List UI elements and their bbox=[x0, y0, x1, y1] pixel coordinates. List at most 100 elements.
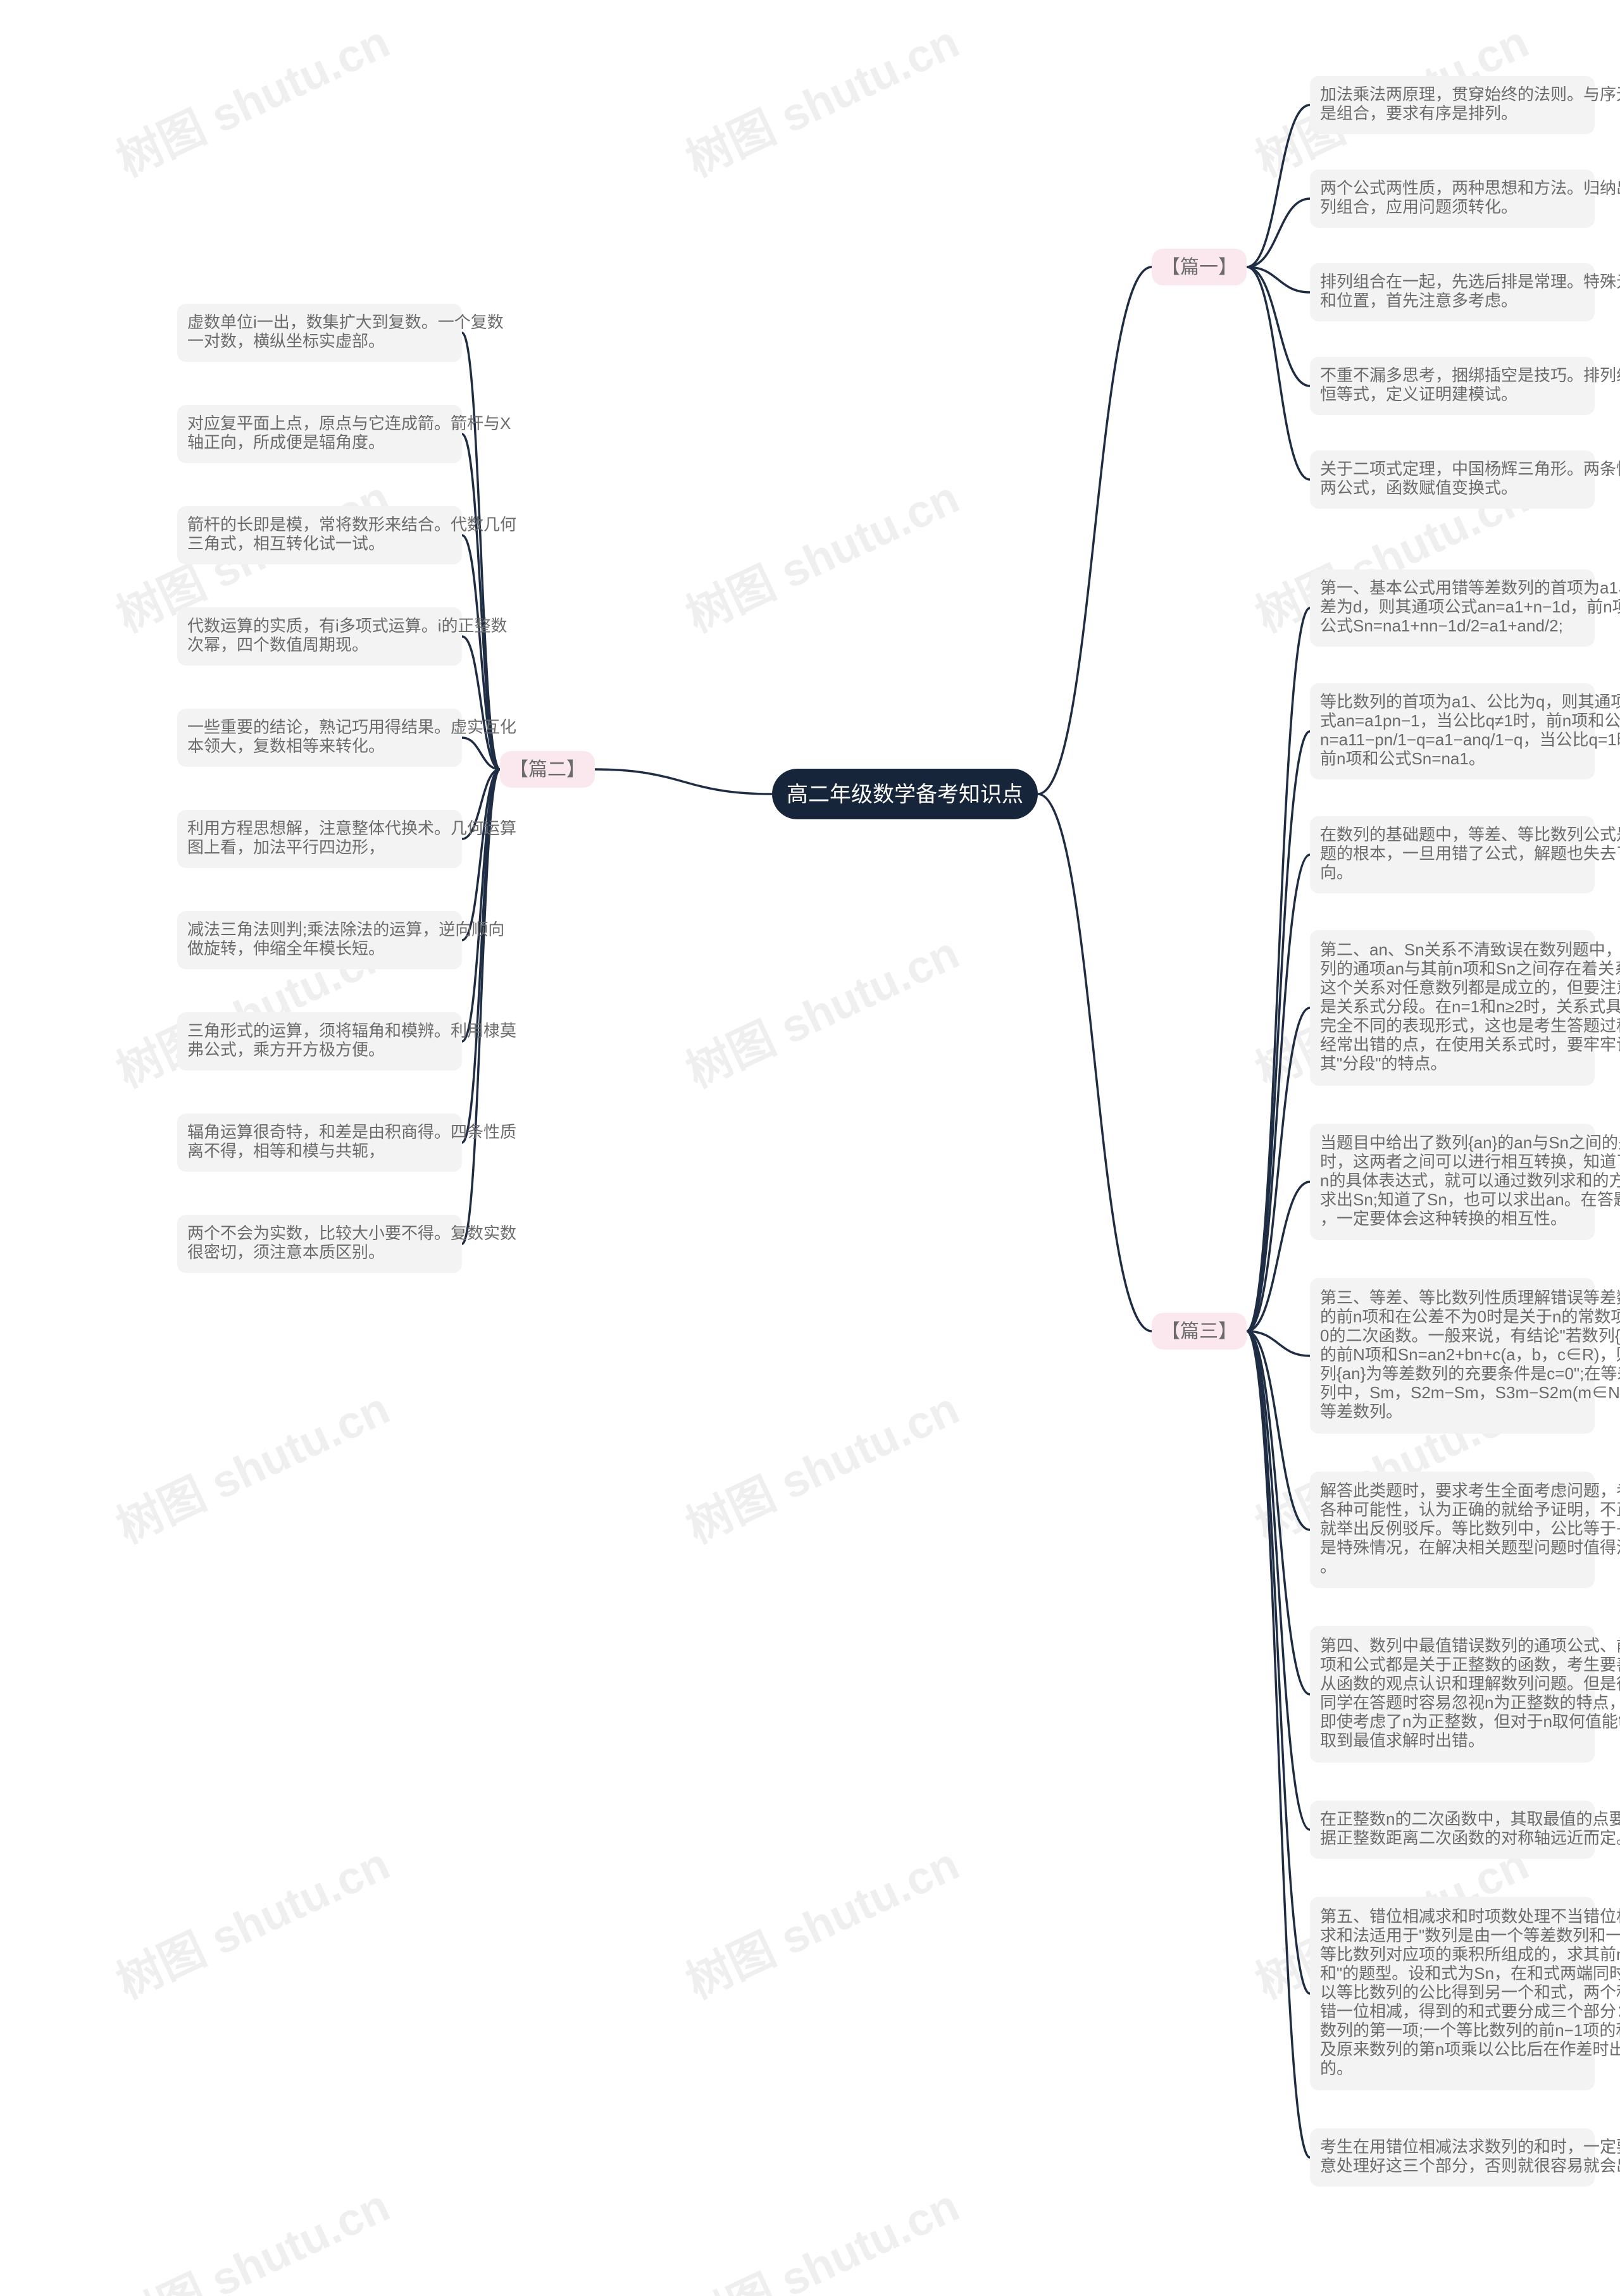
edge-root-branch bbox=[595, 769, 772, 794]
leaf-text: 错一位相减，得到的和式要分成三个部分：原来 bbox=[1320, 2002, 1620, 2021]
leaf-text: 是组合，要求有序是排列。 bbox=[1320, 104, 1517, 123]
leaf-text: n=a11−pn/1−q=a1−anq/1−q，当公比q=1时， bbox=[1320, 730, 1620, 749]
leaf-text: 在数列的基础题中，等差、等比数列公式是解 bbox=[1320, 825, 1620, 844]
leaf-text: 时，这两者之间可以进行相互转换，知道了a bbox=[1320, 1152, 1620, 1171]
leaf-text: 三角形式的运算，须将辐角和模辨。利用棣莫 bbox=[187, 1021, 516, 1040]
leaf-text: 就举出反例驳斥。等比数列中，公比等于−1 bbox=[1320, 1519, 1620, 1538]
leaf-text: 从函数的观点认识和理解数列问题。但是很多 bbox=[1320, 1674, 1620, 1693]
leaf-text: 的前n项和在公差不为0时是关于n的常数项为 bbox=[1320, 1307, 1620, 1326]
root-label: 高二年级数学备考知识点 bbox=[787, 783, 1023, 807]
leaf-text: 做旋转，伸缩全年模长短。 bbox=[187, 939, 385, 958]
leaf-text: 第五、错位相减求和时项数处理不当错位相减 bbox=[1320, 1907, 1620, 1926]
leaf-text: 一些重要的结论，熟记巧用得结果。虚实互化 bbox=[187, 717, 516, 736]
leaf-text: 列中，Sm，S2m−Sm，S3m−S2m(m∈N*)是 bbox=[1320, 1383, 1620, 1402]
watermark-text: 树图 shutu.cn bbox=[109, 1383, 397, 1553]
leaf-text: 列{an}为等差数列的充要条件是c=0";在等差数 bbox=[1320, 1364, 1620, 1383]
leaf-text: 本领大，复数相等来转化。 bbox=[187, 736, 385, 755]
watermark-text: 树图 shutu.cn bbox=[679, 1839, 966, 2009]
leaf-text: 辐角运算很奇特，和差是由积商得。四条性质 bbox=[187, 1122, 516, 1141]
leaf-text: 取到最值求解时出错。 bbox=[1320, 1731, 1485, 1750]
leaf-text: 等比数列的首项为a1、公比为q，则其通项公 bbox=[1320, 692, 1620, 711]
leaf-text: 以等比数列的公比得到另一个和式，两个和式 bbox=[1320, 1983, 1620, 2002]
leaf-text: 公式Sn=na1+nn−1d/2=a1+and/2; bbox=[1320, 616, 1563, 635]
leaf-text: 轴正向，所成便是辐角度。 bbox=[187, 433, 385, 452]
leaf-text: 等比数列对应项的乘积所组成的，求其前n项 bbox=[1320, 1945, 1620, 1964]
leaf-text: 0的二次函数。一般来说，有结论"若数列{an} bbox=[1320, 1326, 1620, 1345]
leaf-text: 箭杆的长即是模，常将数形来结合。代数几何 bbox=[187, 515, 516, 534]
leaf-text: 及原来数列的第n项乘以公比后在作差时出现 bbox=[1320, 2040, 1620, 2059]
leaf-text: 前n项和公式Sn=na1。 bbox=[1320, 749, 1485, 768]
leaf-text: 求出Sn;知道了Sn，也可以求出an。在答题时 bbox=[1320, 1190, 1620, 1209]
watermark-text: 树图 shutu.cn bbox=[679, 1383, 966, 1553]
leaf-text: 图上看，加法平行四边形， bbox=[187, 838, 385, 857]
leaf-text: 次幂，四个数值周期现。 bbox=[187, 635, 368, 654]
leaf-text: 利用方程思想解，注意整体代换术。几何运算 bbox=[187, 819, 516, 838]
leaf-text: 很密切，须注意本质区别。 bbox=[187, 1243, 385, 1262]
branch-label: 【篇一】 bbox=[1161, 257, 1237, 278]
leaf-text: 对应复平面上点，原点与它连成箭。箭杆与X bbox=[187, 414, 511, 433]
leaf-text: 。 bbox=[1320, 1557, 1336, 1576]
leaf-text: 第一、基本公式用错等差数列的首项为a1、公 bbox=[1320, 578, 1620, 597]
leaf-text: 向。 bbox=[1320, 863, 1353, 882]
leaf-text: 数列的第一项;一个等比数列的前n−1项的和;以 bbox=[1320, 2021, 1620, 2040]
leaf-text: 意处理好这三个部分，否则就很容易就会出错。 bbox=[1320, 2156, 1620, 2175]
leaf-text: 经常出错的点，在使用关系式时，要牢牢记住 bbox=[1320, 1035, 1620, 1054]
leaf-text: 项和公式都是关于正整数的函数，考生要善于 bbox=[1320, 1655, 1620, 1674]
leaf-text: 据正整数距离二次函数的对称轴远近而定。 bbox=[1320, 1828, 1620, 1847]
leaf-text: 虚数单位i一出，数集扩大到复数。一个复数 bbox=[187, 313, 504, 332]
leaf-text: 两个公式两性质，两种思想和方法。归纳出排 bbox=[1320, 178, 1620, 197]
leaf-text: 两个不会为实数，比较大小要不得。复数实数 bbox=[187, 1224, 516, 1243]
leaf-text: 等差数列。 bbox=[1320, 1402, 1402, 1421]
leaf-text: 加法乘法两原理，贯穿始终的法则。与序无关 bbox=[1320, 85, 1620, 104]
leaf-text: 差为d，则其通项公式an=a1+n−1d，前n项和 bbox=[1320, 597, 1620, 616]
edge-branch-leaf bbox=[1247, 608, 1310, 1331]
leaf-text: 一对数，横纵坐标实虚部。 bbox=[187, 332, 385, 351]
leaf-text: 考生在用错位相减法求数列的和时，一定要注 bbox=[1320, 2137, 1620, 2156]
leaf-text: 是特殊情况，在解决相关题型问题时值得注意 bbox=[1320, 1538, 1620, 1557]
leaf-text: ，一定要体会这种转换的相互性。 bbox=[1320, 1209, 1567, 1228]
leaf-text: 恒等式，定义证明建模试。 bbox=[1320, 385, 1517, 404]
edge-branch-leaf bbox=[1247, 267, 1310, 480]
leaf-text: 列的通项an与其前n项和Sn之间存在着关系。 bbox=[1320, 959, 1620, 978]
leaf-text: 两公式，函数赋值变换式。 bbox=[1320, 478, 1517, 497]
leaf-text: 代数运算的实质，有i多项式运算。i的正整数 bbox=[187, 616, 508, 635]
leaf-text: 同学在答题时容易忽视n为正整数的特点，或 bbox=[1320, 1693, 1620, 1712]
leaf-text: 第三、等差、等比数列性质理解错误等差数列 bbox=[1320, 1288, 1620, 1307]
watermark-text: 树图 shutu.cn bbox=[679, 928, 966, 1098]
edge-root-branch bbox=[1038, 794, 1152, 1331]
leaf-text: 弗公式，乘方开方极方便。 bbox=[187, 1040, 385, 1059]
watermark-text: 树图 shutu.cn bbox=[679, 472, 966, 642]
leaf-text: n的具体表达式，就可以通过数列求和的方法 bbox=[1320, 1171, 1620, 1190]
leaf-text: 离不得，相等和模与共轭， bbox=[187, 1141, 385, 1160]
leaf-text: 在正整数n的二次函数中，其取最值的点要根 bbox=[1320, 1809, 1620, 1828]
leaf-text: 排列组合在一起，先选后排是常理。特殊元素 bbox=[1320, 272, 1620, 291]
edge-branch-leaf bbox=[462, 769, 500, 1244]
watermark-text: 树图 shutu.cn bbox=[109, 1839, 397, 2009]
watermark-text: 树图 shutu.cn bbox=[109, 16, 397, 187]
leaf-text: 题的根本，一旦用错了公式，解题也失去了方 bbox=[1320, 844, 1620, 863]
watermark-text: 树图 shutu.cn bbox=[679, 16, 966, 187]
leaf-text: 式an=a1pn−1，当公比q≠1时，前n项和公式S bbox=[1320, 711, 1620, 730]
watermark-text: 树图 shutu.cn bbox=[109, 2180, 397, 2296]
leaf-text: 各种可能性，认为正确的就给予证明，不正确 bbox=[1320, 1500, 1620, 1519]
leaf-text: 和"的题型。设和式为Sn，在和式两端同时乘 bbox=[1320, 1964, 1620, 1983]
leaf-text: 的。 bbox=[1320, 2059, 1353, 2078]
leaf-text: 其"分段"的特点。 bbox=[1320, 1054, 1447, 1073]
edge-root-branch bbox=[1038, 267, 1152, 794]
leaf-text: 求和法适用于"数列是由一个等差数列和一个 bbox=[1320, 1926, 1620, 1945]
leaf-text: 三角式，相互转化试一试。 bbox=[187, 534, 385, 553]
branch-label: 【篇三】 bbox=[1161, 1321, 1237, 1342]
leaf-text: 和位置，首先注意多考虑。 bbox=[1320, 291, 1517, 310]
leaf-text: 完全不同的表现形式，这也是考生答题过程中 bbox=[1320, 1016, 1620, 1035]
leaf-text: 当题目中给出了数列{an}的an与Sn之间的关系 bbox=[1320, 1133, 1620, 1152]
leaf-text: 列组合，应用问题须转化。 bbox=[1320, 197, 1517, 216]
leaf-text: 第二、an、Sn关系不清致误在数列题中，数 bbox=[1320, 940, 1620, 959]
leaf-text: 关于二项式定理，中国杨辉三角形。两条性质 bbox=[1320, 459, 1620, 478]
branch-label: 【篇二】 bbox=[509, 759, 585, 780]
leaf-text: 减法三角法则判;乘法除法的运算，逆向顺向 bbox=[187, 920, 504, 939]
mindmap-canvas: 树图 shutu.cn 树图 shutu.cn 树图 shutu.cn 树图 shut… bbox=[0, 0, 1620, 2296]
leaf-text: 不重不漏多思考，捆绑插空是技巧。排列组合 bbox=[1320, 366, 1620, 385]
edge-branch-leaf bbox=[1247, 199, 1310, 267]
leaf-text: 是关系式分段。在n=1和n≥2时，关系式具有 bbox=[1320, 997, 1620, 1016]
leaf-text: 即使考虑了n为正整数，但对于n取何值能够 bbox=[1320, 1712, 1620, 1731]
